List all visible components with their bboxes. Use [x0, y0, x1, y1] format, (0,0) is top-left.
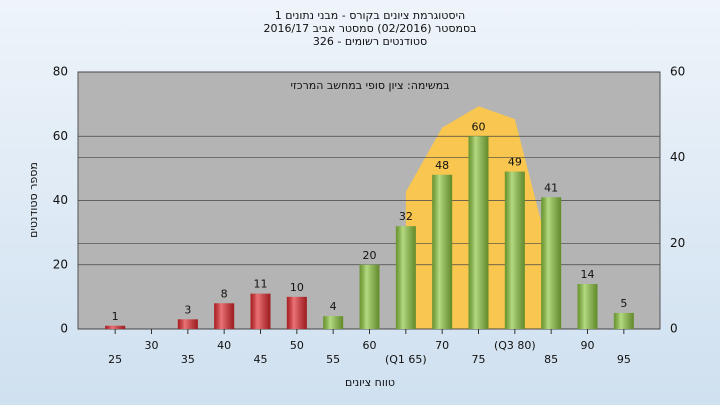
- bar-shade: [250, 293, 271, 329]
- x-tick-label: (Q1 65): [385, 353, 427, 366]
- y-tick-label: 0: [60, 322, 68, 336]
- bar-shade: [177, 319, 198, 329]
- bar-shade: [541, 197, 562, 329]
- x-tick-label: 35: [181, 353, 195, 366]
- bar-shade: [504, 171, 525, 329]
- bar-shade: [468, 136, 489, 329]
- chart-title: היסטוגרמת ציונים בקורס - מבני נתונים 1: [275, 9, 465, 22]
- bar-shade: [214, 303, 235, 329]
- x-tick-label: (Q3 80): [494, 339, 536, 352]
- x-tick-label: 70: [435, 339, 449, 352]
- y-tick-label: 80: [53, 65, 68, 79]
- bar-shade: [432, 174, 453, 329]
- value-label: 4: [330, 300, 337, 313]
- chart-title: סטודנטים רשומים - 326: [313, 35, 427, 48]
- x-axis-label: טווח ציונים: [345, 376, 395, 389]
- x-tick-label: 95: [617, 353, 631, 366]
- value-label: 5: [620, 297, 627, 310]
- value-label: 49: [508, 156, 522, 169]
- y-tick-label: 20: [53, 257, 68, 271]
- x-tick-label: 55: [326, 353, 340, 366]
- value-label: 48: [435, 159, 449, 172]
- bar-shade: [286, 296, 307, 329]
- bar-shade: [613, 312, 634, 329]
- value-label: 14: [581, 268, 595, 281]
- x-tick-label: 25: [108, 353, 122, 366]
- y2-tick-label: 60: [670, 65, 685, 79]
- x-tick-label: 85: [544, 353, 558, 366]
- bar-shade: [395, 226, 416, 329]
- x-tick-label: 50: [290, 339, 304, 352]
- value-label: 60: [472, 120, 486, 133]
- y-axis-label: מספר סטודנטים: [27, 162, 40, 238]
- y2-tick-label: 20: [670, 236, 685, 250]
- bar-shade: [577, 284, 598, 329]
- value-label: 8: [221, 287, 228, 300]
- value-label: 41: [544, 181, 558, 194]
- value-label: 3: [184, 303, 191, 316]
- x-tick-label: 75: [472, 353, 486, 366]
- value-label: 10: [290, 281, 304, 294]
- chart-title: בסמסטר (02/2016) סמסטר אביב 2016/17: [263, 22, 476, 35]
- x-tick-label: 45: [254, 353, 268, 366]
- y2-tick-label: 0: [670, 322, 678, 336]
- annotation: במשימה: ציון סופי במחשב המרכזי: [290, 79, 449, 92]
- x-tick-label: 30: [145, 339, 159, 352]
- x-tick-label: 90: [581, 339, 595, 352]
- bar-shade: [105, 325, 126, 329]
- value-label: 1: [112, 310, 119, 323]
- bar-shade: [359, 264, 380, 329]
- y-tick-label: 60: [53, 129, 68, 143]
- value-label: 32: [399, 210, 413, 223]
- x-tick-label: 60: [363, 339, 377, 352]
- value-label: 20: [363, 249, 377, 262]
- x-tick-label: 40: [217, 339, 231, 352]
- y-tick-label: 40: [53, 193, 68, 207]
- value-label: 11: [254, 278, 268, 291]
- y2-tick-label: 40: [670, 150, 685, 164]
- bar-shade: [323, 316, 344, 329]
